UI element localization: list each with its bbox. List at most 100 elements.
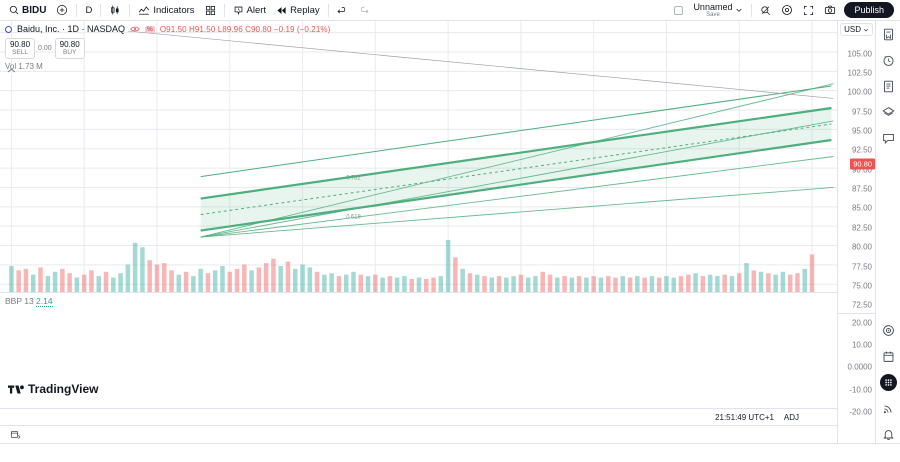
price-axis-label: 75.00 (851, 281, 872, 291)
chart-surface[interactable]: 0.782 0.618 Baidu, Inc. · 1D · NASDAQ (0, 21, 837, 408)
buy-price: 90.80 (59, 40, 80, 49)
currency-label: USD (844, 25, 861, 34)
toolbar-divider (327, 3, 329, 17)
layout-checkbox[interactable] (669, 2, 688, 19)
candles-icon (109, 4, 121, 16)
replay-icon (276, 5, 287, 16)
price-axis-label: 87.50 (851, 184, 872, 194)
price-plot-svg: 0.782 0.618 (0, 21, 837, 292)
price-axis-label: 102.50 (847, 68, 872, 78)
sell-label: SELL (12, 49, 28, 57)
interval-button[interactable]: D (80, 2, 97, 19)
plus-circle-icon (56, 4, 68, 16)
chevron-down-icon (863, 27, 869, 33)
toolbar-divider (751, 3, 753, 17)
chart-clock: 21:51:49 UTC+1 (715, 413, 774, 422)
bbp-axis-label: 0.0000 (847, 362, 872, 372)
volume-group (9, 240, 815, 292)
undo-button[interactable] (332, 2, 353, 19)
symbol-search-button[interactable]: BIDU (4, 2, 51, 19)
templates-button[interactable] (200, 2, 221, 19)
fullscreen-button[interactable] (798, 2, 819, 19)
pane-separator[interactable] (0, 292, 837, 293)
legend-collapse-button[interactable] (6, 66, 17, 75)
time-axis[interactable]: 21:51:49 UTC+1 ADJ (0, 408, 837, 425)
bbp-axis-label: 10.00 (851, 340, 872, 350)
price-axis-label: 97.50 (851, 107, 872, 117)
broadcast-icon[interactable] (880, 400, 897, 417)
replay-button[interactable]: Replay (271, 2, 325, 19)
layout-checkbox-icon (674, 5, 684, 15)
undo-icon (337, 5, 348, 16)
layout-name-button[interactable]: Unnamed Save (688, 2, 748, 19)
layers-icon[interactable] (880, 104, 897, 121)
interval-label: D (85, 4, 93, 16)
adj-toggle[interactable]: ADJ (783, 413, 799, 422)
notes-icon[interactable] (880, 78, 897, 95)
grid-templates-icon (205, 5, 216, 16)
notifications-bell-icon[interactable] (880, 426, 897, 443)
price-grid (0, 21, 837, 292)
price-axis-label: 100.00 (847, 87, 872, 97)
price-axis-label: 95.00 (851, 126, 872, 136)
axis-pane-divider (838, 313, 875, 314)
chart-style-button[interactable] (104, 2, 126, 19)
indicators-label: Indicators (153, 4, 195, 16)
fib-label: 0.618 (346, 214, 361, 220)
redo-button[interactable] (353, 2, 374, 19)
regression-channel (200, 85, 832, 232)
currency-selector[interactable]: USD (840, 23, 873, 36)
gear-circle-icon (781, 4, 793, 16)
price-axis[interactable]: USD 105.00 102.50 100.00 97.50 95.00 92.50 90.… (837, 21, 875, 443)
price-axis-label: 77.50 (851, 262, 872, 272)
alerts-clock-icon[interactable] (880, 52, 897, 69)
calendar-range-icon[interactable] (10, 429, 21, 440)
price-axis-label: 82.50 (851, 223, 872, 233)
top-toolbar: BIDU D Indicators (0, 0, 900, 21)
snapshot-button[interactable] (819, 2, 841, 19)
sell-button[interactable]: 90.80 SELL (5, 38, 36, 59)
price-axis-label: 92.50 (851, 145, 872, 155)
price-pane[interactable]: 0.782 0.618 Baidu, Inc. · 1D · NASDAQ (0, 21, 837, 292)
toolbar-divider (129, 3, 131, 17)
fib-label: 0.782 (346, 176, 361, 182)
chart-column: 0.782 0.618 Baidu, Inc. · 1D · NASDAQ (0, 21, 837, 443)
price-axis-label: 80.00 (851, 242, 872, 252)
bbp-axis-label: -10.00 (849, 385, 872, 395)
search-icon (9, 5, 19, 15)
ideas-target-icon[interactable] (880, 322, 897, 339)
watchlist-icon[interactable] (880, 26, 897, 43)
chat-icon[interactable] (880, 130, 897, 147)
chevron-down-icon (735, 6, 743, 14)
symbol-label: BIDU (22, 4, 47, 16)
indicators-icon (138, 4, 150, 16)
bottom-status-bar (0, 443, 900, 462)
right-sidebar (875, 21, 900, 443)
bbp-axis-label: -20.00 (849, 407, 872, 417)
publish-button[interactable]: Publish (844, 2, 894, 18)
apps-grid-icon[interactable] (879, 374, 897, 391)
price-axis-label: 72.50 (851, 300, 872, 310)
magnifier-slash-icon (760, 5, 771, 16)
replay-label: Replay (290, 4, 320, 16)
spread-value: 0.00 (38, 44, 52, 52)
indicators-button[interactable]: Indicators (133, 2, 199, 19)
sell-price: 90.80 (10, 40, 31, 49)
calendar-icon[interactable] (880, 348, 897, 365)
collapse-chevron-icon (7, 67, 16, 74)
chart-settings-button[interactable] (776, 2, 798, 19)
publish-label: Publish (854, 5, 884, 15)
bbp-plot-svg (0, 293, 837, 402)
alert-button[interactable]: Alert (228, 2, 272, 19)
price-axis-label: 85.00 (851, 203, 872, 213)
bbp-pane[interactable]: BBP 13 2.14 TradingView (0, 293, 837, 402)
main-area: 0.782 0.618 Baidu, Inc. · 1D · NASDAQ (0, 21, 900, 443)
fullscreen-icon (803, 5, 814, 16)
toolbar-divider (76, 3, 78, 17)
add-symbol-button[interactable] (51, 2, 73, 19)
quick-search-button[interactable] (755, 2, 776, 19)
price-axis-label: 105.00 (847, 49, 872, 59)
buy-button[interactable]: 90.80 BUY (54, 38, 85, 59)
range-bar (0, 425, 837, 443)
